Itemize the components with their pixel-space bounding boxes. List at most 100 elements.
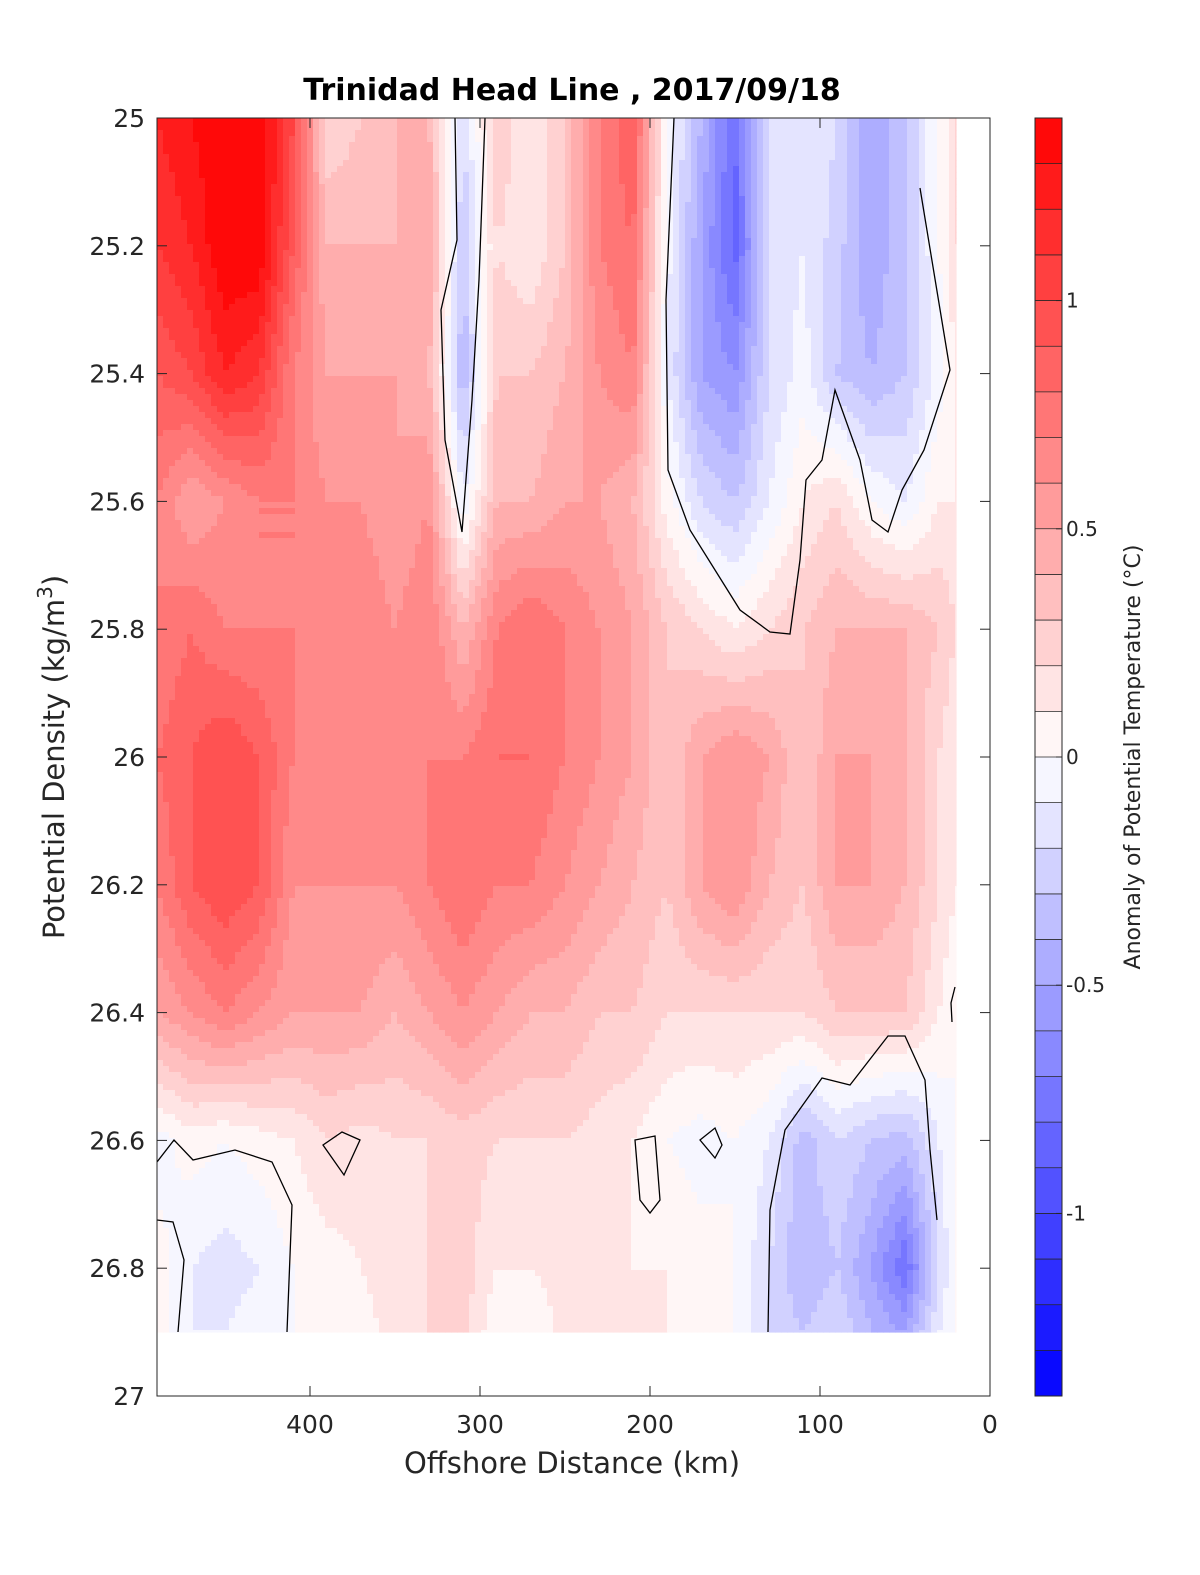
field-cell xyxy=(613,262,620,269)
field-cell xyxy=(889,202,896,209)
field-cell xyxy=(907,118,914,125)
field-cell xyxy=(643,334,650,341)
field-cell xyxy=(589,238,596,245)
field-cell xyxy=(307,322,314,329)
field-cell xyxy=(193,268,200,275)
field-cell xyxy=(193,160,200,167)
field-cell xyxy=(835,196,842,203)
field-cell xyxy=(493,148,500,155)
field-cell xyxy=(529,316,536,323)
field-cell xyxy=(499,328,506,335)
field-cell xyxy=(379,328,386,335)
field-cell xyxy=(493,136,500,143)
field-cell xyxy=(325,244,332,251)
field-cell xyxy=(577,130,584,137)
field-cell xyxy=(187,142,194,149)
field-cell xyxy=(373,226,380,233)
field-cell xyxy=(247,130,254,137)
field-cell xyxy=(715,202,722,209)
field-cell xyxy=(253,118,260,125)
field-cell xyxy=(709,178,716,185)
field-cell xyxy=(259,124,266,131)
field-cell xyxy=(625,328,632,335)
field-cell xyxy=(289,268,296,275)
field-cell xyxy=(565,226,572,233)
field-cell xyxy=(367,328,374,335)
field-cell xyxy=(523,118,530,125)
field-cell xyxy=(373,160,380,167)
field-cell xyxy=(457,310,464,317)
field-cell xyxy=(373,244,380,251)
field-cell xyxy=(685,178,692,185)
field-cell xyxy=(157,202,164,209)
field-cell xyxy=(445,208,452,215)
field-cell xyxy=(337,220,344,227)
field-cell xyxy=(277,154,284,161)
field-cell xyxy=(361,328,368,335)
field-cell xyxy=(565,238,572,245)
field-cell xyxy=(637,268,644,275)
field-cell xyxy=(433,226,440,233)
field-cell xyxy=(235,286,242,293)
field-cell xyxy=(469,250,476,257)
field-cell xyxy=(829,124,836,131)
field-cell xyxy=(493,280,500,287)
field-cell xyxy=(955,292,957,299)
field-cell xyxy=(805,238,812,245)
field-cell xyxy=(373,334,380,341)
field-cell xyxy=(505,142,512,149)
field-cell xyxy=(385,160,392,167)
field-cell xyxy=(247,214,254,221)
field-cell xyxy=(193,298,200,305)
field-cell xyxy=(841,202,848,209)
field-cell xyxy=(565,160,572,167)
field-cell xyxy=(595,118,602,125)
field-cell xyxy=(637,298,644,305)
field-cell xyxy=(637,220,644,227)
field-cell xyxy=(505,280,512,287)
field-cell xyxy=(775,226,782,233)
field-cell xyxy=(835,166,842,173)
field-cell xyxy=(631,232,638,239)
field-cell xyxy=(865,124,872,131)
field-cell xyxy=(175,310,182,317)
field-cell xyxy=(607,328,614,335)
field-cell xyxy=(253,304,260,311)
field-cell xyxy=(949,268,956,275)
field-cell xyxy=(613,154,620,161)
field-cell xyxy=(415,154,422,161)
field-cell xyxy=(823,226,830,233)
field-cell xyxy=(295,196,302,203)
field-cell xyxy=(283,178,290,185)
field-cell xyxy=(403,130,410,137)
field-cell xyxy=(631,172,638,179)
field-cell xyxy=(385,136,392,143)
field-cell xyxy=(715,154,722,161)
field-cell xyxy=(931,178,938,185)
field-cell xyxy=(601,160,608,167)
field-cell xyxy=(163,340,170,347)
field-cell xyxy=(283,202,290,209)
field-cell xyxy=(883,316,890,323)
field-cell xyxy=(859,226,866,233)
field-cell xyxy=(277,178,284,185)
field-cell xyxy=(415,268,422,275)
field-cell xyxy=(241,202,248,209)
field-cell xyxy=(475,256,482,263)
field-cell xyxy=(841,328,848,335)
field-cell xyxy=(643,232,650,239)
field-cell xyxy=(781,172,788,179)
field-cell xyxy=(325,304,332,311)
field-cell xyxy=(691,268,698,275)
field-cell xyxy=(271,130,278,137)
field-cell xyxy=(313,124,320,131)
field-cell xyxy=(859,196,866,203)
field-cell xyxy=(601,178,608,185)
field-cell xyxy=(259,328,266,335)
field-cell xyxy=(955,256,957,263)
field-cell xyxy=(847,160,854,167)
field-cell xyxy=(595,172,602,179)
field-cell xyxy=(565,262,572,269)
field-cell xyxy=(397,286,404,293)
field-cell xyxy=(901,172,908,179)
